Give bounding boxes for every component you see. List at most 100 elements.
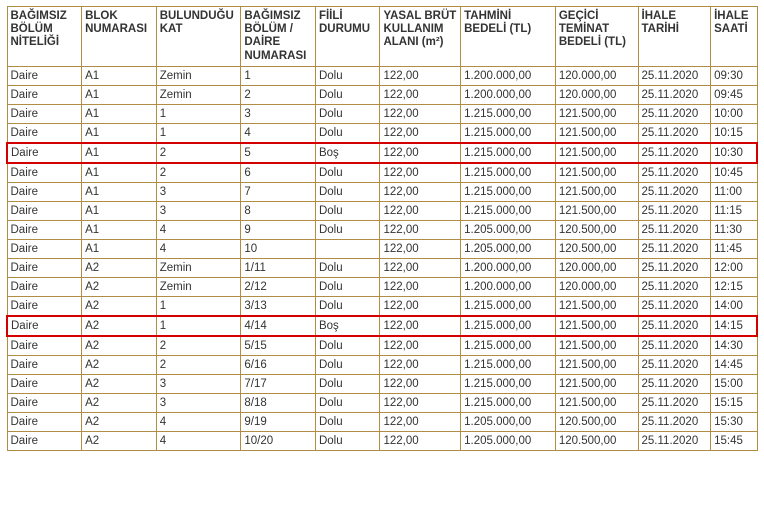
table-row: DaireA149Dolu122,001.205.000,00120.500,0…: [7, 220, 757, 239]
cell-r6-c5: 122,00: [380, 182, 461, 201]
cell-r17-c7: 121.500,00: [555, 393, 638, 412]
cell-r19-c9: 15:45: [711, 431, 757, 450]
cell-r2-c7: 121.500,00: [555, 104, 638, 123]
cell-r18-c7: 120.500,00: [555, 412, 638, 431]
table-row: DaireA249/19Dolu122,001.205.000,00120.50…: [7, 412, 757, 431]
table-row: DaireA138Dolu122,001.215.000,00121.500,0…: [7, 201, 757, 220]
cell-r14-c0: Daire: [7, 336, 82, 356]
cell-r11-c8: 25.11.2020: [638, 277, 711, 296]
cell-r16-c9: 15:00: [711, 374, 757, 393]
table-row: DaireA2410/20Dolu122,001.205.000,00120.5…: [7, 431, 757, 450]
cell-r12-c5: 122,00: [380, 296, 461, 316]
cell-r3-c5: 122,00: [380, 123, 461, 143]
cell-r18-c0: Daire: [7, 412, 82, 431]
cell-r19-c3: 10/20: [241, 431, 316, 450]
cell-r14-c3: 5/15: [241, 336, 316, 356]
cell-r9-c9: 11:45: [711, 239, 757, 258]
cell-r15-c3: 6/16: [241, 355, 316, 374]
cell-r2-c8: 25.11.2020: [638, 104, 711, 123]
cell-r18-c2: 4: [156, 412, 241, 431]
cell-r8-c3: 9: [241, 220, 316, 239]
cell-r5-c3: 6: [241, 163, 316, 183]
cell-r15-c8: 25.11.2020: [638, 355, 711, 374]
cell-r9-c6: 1.205.000,00: [461, 239, 556, 258]
cell-r7-c4: Dolu: [315, 201, 380, 220]
cell-r18-c1: A2: [82, 412, 157, 431]
cell-r15-c7: 121.500,00: [555, 355, 638, 374]
cell-r1-c0: Daire: [7, 85, 82, 104]
cell-r11-c2: Zemin: [156, 277, 241, 296]
cell-r13-c4: Boş: [315, 316, 380, 336]
cell-r14-c4: Dolu: [315, 336, 380, 356]
cell-r1-c4: Dolu: [315, 85, 380, 104]
cell-r19-c8: 25.11.2020: [638, 431, 711, 450]
cell-r0-c2: Zemin: [156, 66, 241, 85]
cell-r17-c8: 25.11.2020: [638, 393, 711, 412]
cell-r1-c6: 1.200.000,00: [461, 85, 556, 104]
cell-r0-c6: 1.200.000,00: [461, 66, 556, 85]
cell-r10-c8: 25.11.2020: [638, 258, 711, 277]
cell-r5-c9: 10:45: [711, 163, 757, 183]
cell-r14-c2: 2: [156, 336, 241, 356]
cell-r1-c2: Zemin: [156, 85, 241, 104]
cell-r19-c4: Dolu: [315, 431, 380, 450]
cell-r12-c9: 14:00: [711, 296, 757, 316]
table-row: DaireA237/17Dolu122,001.215.000,00121.50…: [7, 374, 757, 393]
cell-r5-c2: 2: [156, 163, 241, 183]
table-row: DaireA126Dolu122,001.215.000,00121.500,0…: [7, 163, 757, 183]
cell-r0-c7: 120.000,00: [555, 66, 638, 85]
cell-r7-c2: 3: [156, 201, 241, 220]
cell-r7-c8: 25.11.2020: [638, 201, 711, 220]
cell-r14-c8: 25.11.2020: [638, 336, 711, 356]
cell-r16-c8: 25.11.2020: [638, 374, 711, 393]
table-row: DaireA2Zemin2/12Dolu122,001.200.000,0012…: [7, 277, 757, 296]
cell-r14-c6: 1.215.000,00: [461, 336, 556, 356]
cell-r15-c5: 122,00: [380, 355, 461, 374]
cell-r9-c2: 4: [156, 239, 241, 258]
cell-r3-c6: 1.215.000,00: [461, 123, 556, 143]
table-row: DaireA213/13Dolu122,001.215.000,00121.50…: [7, 296, 757, 316]
cell-r3-c8: 25.11.2020: [638, 123, 711, 143]
cell-r10-c6: 1.200.000,00: [461, 258, 556, 277]
cell-r17-c1: A2: [82, 393, 157, 412]
cell-r13-c3: 4/14: [241, 316, 316, 336]
col-header-7: GEÇİCİ TEMİNAT BEDELİ (TL): [555, 7, 638, 67]
cell-r7-c9: 11:15: [711, 201, 757, 220]
cell-r8-c7: 120.500,00: [555, 220, 638, 239]
cell-r18-c3: 9/19: [241, 412, 316, 431]
cell-r12-c8: 25.11.2020: [638, 296, 711, 316]
cell-r12-c2: 1: [156, 296, 241, 316]
cell-r16-c4: Dolu: [315, 374, 380, 393]
cell-r17-c4: Dolu: [315, 393, 380, 412]
cell-r12-c7: 121.500,00: [555, 296, 638, 316]
cell-r10-c5: 122,00: [380, 258, 461, 277]
cell-r7-c3: 8: [241, 201, 316, 220]
cell-r9-c0: Daire: [7, 239, 82, 258]
cell-r13-c8: 25.11.2020: [638, 316, 711, 336]
cell-r8-c5: 122,00: [380, 220, 461, 239]
auction-table: BAĞIMSIZ BÖLÜM NİTELİĞİBLOK NUMARASIBULU…: [6, 6, 758, 451]
cell-r9-c3: 10: [241, 239, 316, 258]
cell-r5-c8: 25.11.2020: [638, 163, 711, 183]
cell-r13-c0: Daire: [7, 316, 82, 336]
cell-r17-c0: Daire: [7, 393, 82, 412]
cell-r2-c5: 122,00: [380, 104, 461, 123]
cell-r11-c4: Dolu: [315, 277, 380, 296]
table-row: DaireA114Dolu122,001.215.000,00121.500,0…: [7, 123, 757, 143]
cell-r9-c5: 122,00: [380, 239, 461, 258]
cell-r4-c6: 1.215.000,00: [461, 143, 556, 163]
cell-r8-c9: 11:30: [711, 220, 757, 239]
table-row: DaireA238/18Dolu122,001.215.000,00121.50…: [7, 393, 757, 412]
cell-r19-c1: A2: [82, 431, 157, 450]
cell-r7-c7: 121.500,00: [555, 201, 638, 220]
cell-r18-c8: 25.11.2020: [638, 412, 711, 431]
cell-r11-c9: 12:15: [711, 277, 757, 296]
cell-r2-c1: A1: [82, 104, 157, 123]
cell-r14-c7: 121.500,00: [555, 336, 638, 356]
table-row: DaireA226/16Dolu122,001.215.000,00121.50…: [7, 355, 757, 374]
cell-r3-c2: 1: [156, 123, 241, 143]
cell-r14-c5: 122,00: [380, 336, 461, 356]
cell-r7-c5: 122,00: [380, 201, 461, 220]
cell-r18-c9: 15:30: [711, 412, 757, 431]
col-header-1: BLOK NUMARASI: [82, 7, 157, 67]
